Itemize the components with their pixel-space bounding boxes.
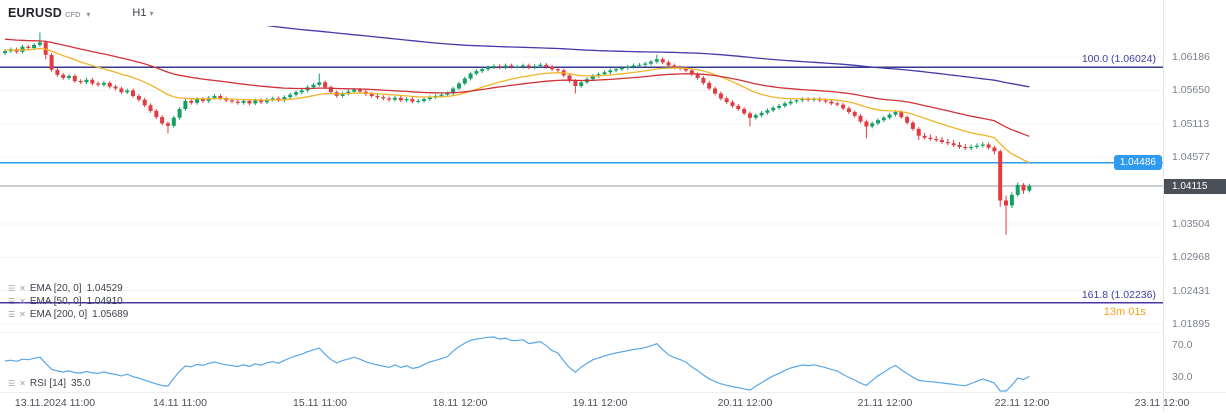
time-axis[interactable]: 13.11.2024 11:00 14.11 11:00 15.11 11:00… bbox=[0, 397, 1226, 413]
indicator-value: 1.04910 bbox=[86, 296, 123, 307]
time-tick: 15.11 11:00 bbox=[293, 397, 347, 409]
rsi-tick: 30.0 bbox=[1172, 371, 1193, 383]
price-tick: 1.05113 bbox=[1172, 117, 1210, 130]
candle-countdown-timer: 13m 01s bbox=[1103, 305, 1146, 318]
indicator-row-rsi: ☰ ✕ RSI [14] 35.0 bbox=[8, 377, 90, 390]
alert-price-badge[interactable]: 1.04486 bbox=[1113, 154, 1162, 170]
grid-lines bbox=[0, 56, 1163, 325]
indicator-name-label: EMA [200, 0] bbox=[29, 309, 88, 320]
indicator-legend: ☰ ✕ EMA [20, 0] 1.04529 ☰ ✕ EMA [50, 0] … bbox=[8, 282, 128, 321]
indicator-name-label: EMA [50, 0] bbox=[29, 296, 82, 307]
price-tick: 1.04577 bbox=[1172, 151, 1210, 164]
indicator-row-ema-200: ☰ ✕ EMA [200, 0] 1.05689 bbox=[8, 308, 128, 321]
indicator-remove-icon[interactable]: ✕ bbox=[19, 309, 26, 319]
timeframe-selector[interactable]: H1 ▾ bbox=[132, 7, 153, 19]
time-tick: 20.11 12:00 bbox=[717, 397, 773, 409]
price-tick: 1.01895 bbox=[1172, 318, 1210, 331]
price-tick: 1.02431 bbox=[1172, 284, 1210, 297]
ema-200-line bbox=[265, 26, 1030, 88]
fib-100-label: 100.0 (1.06024) bbox=[1081, 53, 1156, 66]
indicator-settings-icon[interactable]: ☰ bbox=[8, 283, 16, 293]
price-tick: 1.02968 bbox=[1172, 251, 1210, 264]
ema-20-line bbox=[5, 47, 1030, 164]
time-tick: 18.11 12:00 bbox=[432, 397, 488, 409]
timeframe-label: H1 bbox=[132, 7, 147, 19]
rsi-tick: 70.0 bbox=[1172, 339, 1193, 351]
indicator-remove-icon[interactable]: ✕ bbox=[19, 296, 26, 306]
time-tick: 23.11 12:00 bbox=[1134, 397, 1190, 409]
indicator-settings-icon[interactable]: ☰ bbox=[8, 296, 16, 306]
ema-50-line bbox=[4, 38, 1030, 137]
chart-header: EURUSD CFD ▾ H1 ▾ bbox=[8, 6, 154, 20]
chevron-down-icon: ▾ bbox=[86, 10, 91, 19]
price-tick: 1.06186 bbox=[1172, 51, 1210, 63]
indicator-value: 35.0 bbox=[71, 378, 91, 389]
rsi-line bbox=[4, 336, 1030, 392]
symbol-name: EURUSD bbox=[8, 6, 62, 20]
time-tick: 13.11.2024 11:00 bbox=[14, 397, 96, 409]
indicator-row-ema-50: ☰ ✕ EMA [50, 0] 1.04910 bbox=[8, 295, 128, 308]
indicator-value: 1.05689 bbox=[92, 309, 129, 320]
time-tick: 22.11 12:00 bbox=[994, 397, 1050, 409]
indicator-remove-icon[interactable]: ✕ bbox=[19, 378, 26, 388]
indicator-settings-icon[interactable]: ☰ bbox=[8, 378, 16, 388]
level-lines bbox=[0, 66, 1163, 304]
indicator-remove-icon[interactable]: ✕ bbox=[19, 283, 26, 293]
time-tick: 21.11 12:00 bbox=[857, 397, 913, 409]
symbol-type-label: CFD bbox=[64, 10, 81, 19]
chevron-down-icon: ▾ bbox=[149, 8, 154, 18]
indicator-row-ema-20: ☰ ✕ EMA [20, 0] 1.04529 bbox=[8, 282, 128, 295]
indicator-value: 1.04529 bbox=[86, 283, 123, 294]
current-price-badge: 1.04115 bbox=[1164, 178, 1226, 194]
indicator-name-label: EMA [20, 0] bbox=[29, 283, 82, 294]
symbol-selector[interactable]: EURUSD CFD ▾ bbox=[8, 6, 90, 20]
price-tick: 1.05650 bbox=[1172, 84, 1210, 97]
price-tick: 1.03504 bbox=[1172, 217, 1210, 230]
price-axis[interactable]: 1.06186 1.05650 1.05113 1.04577 1.03504 … bbox=[1164, 0, 1226, 419]
candles-layer bbox=[3, 32, 1032, 235]
time-tick: 14.11 11:00 bbox=[153, 397, 207, 409]
indicator-settings-icon[interactable]: ☰ bbox=[8, 309, 16, 319]
fib-161-label: 161.8 (1.02236) bbox=[1081, 288, 1156, 301]
indicator-name-label: RSI [14] bbox=[29, 378, 67, 389]
time-tick: 19.11 12:00 bbox=[572, 397, 628, 409]
rsi-legend: ☰ ✕ RSI [14] 35.0 bbox=[8, 377, 90, 390]
